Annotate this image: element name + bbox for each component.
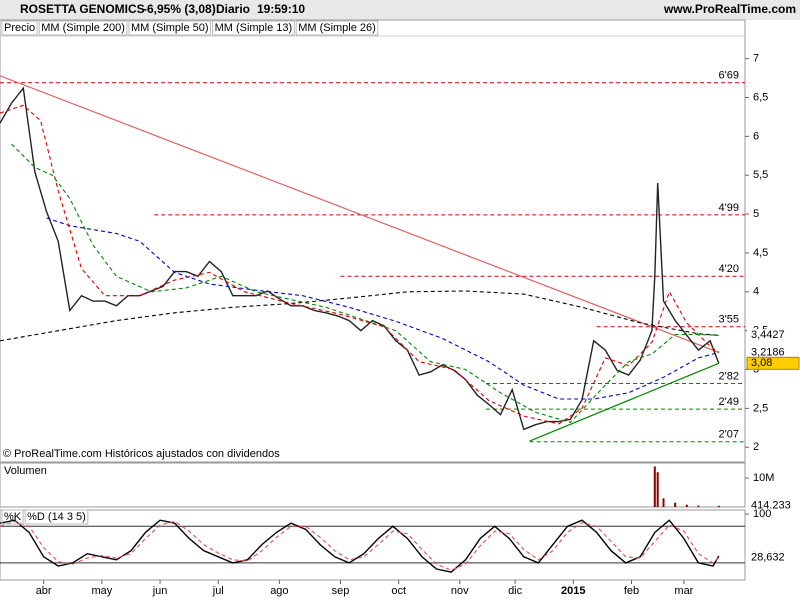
value-tag-box [747,346,799,359]
legend-box [212,20,295,36]
x-tick-label: jun [152,585,168,597]
symbol: ROSETTA GENOMICS [20,2,145,16]
level-label: 2'07 [719,429,739,441]
level-label: 3'55 [719,314,739,326]
x-tick-label: dic [508,585,523,597]
panel-title: Volumen [4,465,47,477]
legend-box [24,509,89,525]
value-tag-box [747,499,799,512]
value-tag: 414.233 [751,500,791,512]
level-label: 6'69 [719,70,739,82]
volume-panel [0,462,746,508]
series-line [0,86,720,431]
value-tag-box [747,551,799,564]
x-tick-label: ago [270,585,288,597]
series-line [0,520,720,571]
legend-entry: MM (Simple 50) [131,22,209,34]
x-tick-label: abr [36,585,52,597]
price-panel [0,19,746,463]
y-tick-label: 6,5 [753,91,768,103]
y-tick-label: 5,5 [753,169,768,181]
series-line [0,290,719,342]
level-label: 2'49 [719,396,739,408]
volume-bar [674,502,677,507]
y-tick-label: 4,5 [753,247,768,259]
legend-box [128,20,212,36]
y-tick-label: 2,5 [753,402,768,414]
volume-bar [697,505,700,507]
x-tick-label: 2015 [561,585,585,597]
volume-bar [653,466,656,507]
series-line [0,104,720,425]
legend-entry: %K [4,511,22,523]
site: www.ProRealTime.com [663,2,796,16]
change: -6,95% (3,08) [143,2,216,16]
y-tick-label: 4 [753,286,759,298]
x-tick-label: feb [624,585,639,597]
annotation: © ProRealTime.com Históricos ajustados c… [3,448,280,460]
legend-box [295,20,379,36]
y-tick-label: 6 [753,130,759,142]
trendline [0,75,720,353]
level-label: 4'20 [719,263,739,275]
value-tag: 3,2186 [751,346,785,358]
legend-entry: MM (Simple 200) [41,22,125,34]
period: Diario [216,2,250,16]
trendline [529,362,720,442]
volume-bar [717,505,720,507]
level-label: 4'99 [719,202,739,214]
legend-entry: MM (Simple 26) [298,22,376,34]
value-tag: 3,4427 [751,329,785,341]
value-tag: 28,632 [751,552,785,564]
y-tick-label: 5 [753,208,759,220]
x-tick-label: may [91,585,112,597]
legend-box [1,20,38,36]
legend-entry: Precio [4,22,35,34]
x-tick-label: sep [332,585,350,597]
volume-bar [662,498,665,507]
y-tick-label: 100 [753,508,771,520]
x-tick-label: oct [391,585,406,597]
volume-bar [656,472,659,507]
series-line [11,143,719,424]
volume-bar [685,504,688,507]
legend-box [38,20,128,36]
value-tag: 3,08 [751,357,772,369]
time: 19:59:10 [257,2,305,16]
legend-entry: MM (Simple 13) [215,22,293,34]
y-tick-label: 10M [753,472,774,484]
legend-box [1,509,24,525]
header-bar [0,0,800,20]
x-tick-label: mar [674,585,693,597]
level-label: 2'82 [719,370,739,382]
x-tick-label: jul [212,585,224,597]
value-tag-box [746,356,800,370]
x-tick-label: nov [451,585,469,597]
y-tick-label: 7 [753,53,759,65]
value-tag-box [747,329,799,342]
legend-entry: %D (14 3 5) [27,511,86,523]
y-tick-label: 2 [753,441,759,453]
